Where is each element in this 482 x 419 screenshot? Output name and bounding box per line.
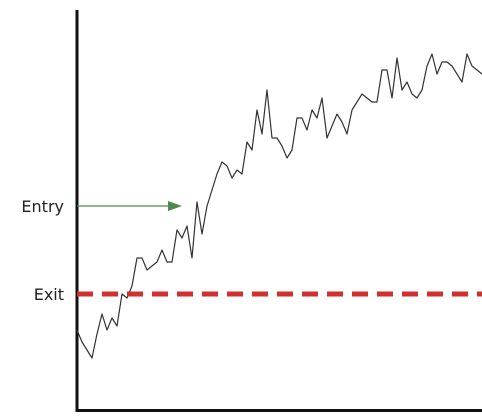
series-line: [76, 53, 482, 359]
reference-exit: Exit: [34, 285, 482, 304]
reference-lines: Entry Exit: [21, 197, 482, 304]
reference-entry: Entry: [21, 197, 182, 216]
arrow-head-icon: [168, 201, 182, 211]
reference-label-exit: Exit: [34, 285, 64, 304]
series-layer: [76, 53, 482, 359]
reference-label-entry: Entry: [21, 197, 64, 216]
